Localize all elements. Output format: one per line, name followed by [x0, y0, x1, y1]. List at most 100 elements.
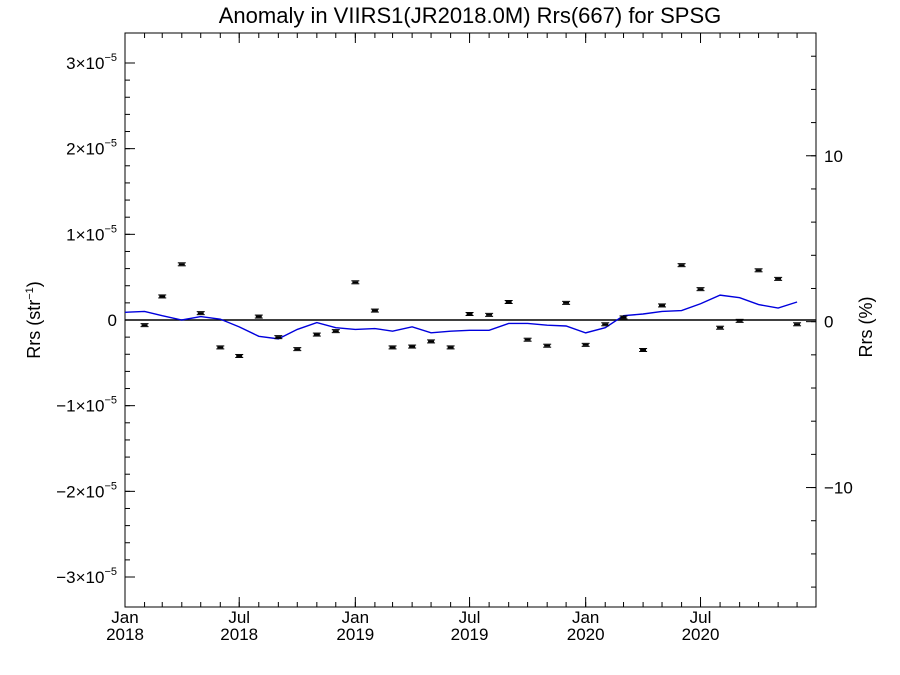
point-marker — [697, 288, 704, 291]
data-point — [331, 329, 340, 334]
y-tick-label: 3×10−5 — [66, 52, 117, 73]
data-point — [581, 342, 590, 347]
point-marker — [313, 333, 320, 336]
data-point — [274, 335, 283, 340]
point-marker — [582, 343, 589, 346]
data-point — [793, 322, 802, 327]
data-point — [312, 332, 321, 337]
point-marker — [428, 340, 435, 343]
y2-axis-ticks: 10 0 −10 — [806, 55, 853, 588]
x-tick-year: 2019 — [451, 625, 489, 644]
point-marker — [794, 323, 801, 326]
point-marker — [255, 315, 262, 318]
data-point — [485, 312, 494, 317]
data-point — [677, 263, 686, 268]
point-marker — [640, 348, 647, 351]
point-marker — [275, 336, 282, 339]
point-marker — [486, 313, 493, 316]
point-marker — [352, 281, 359, 284]
chart-title: Anomaly in VIIRS1(JR2018.0M) Rrs(667) fo… — [219, 3, 722, 28]
point-marker — [736, 319, 743, 322]
data-point — [196, 311, 205, 316]
x-tick-month: Jul — [459, 608, 481, 627]
point-marker — [505, 301, 512, 304]
data-point — [465, 312, 474, 317]
data-point — [658, 303, 667, 308]
y-tick-label: −2×10−5 — [56, 480, 117, 501]
data-point — [351, 280, 360, 285]
data-point — [370, 308, 379, 313]
data-point — [293, 347, 302, 352]
point-marker — [447, 346, 454, 349]
point-marker — [563, 301, 570, 304]
data-point — [254, 314, 263, 319]
data-point — [619, 315, 628, 320]
data-point — [446, 345, 455, 350]
data-point — [388, 345, 397, 350]
y-tick-label: 0 — [108, 311, 117, 330]
x-tick-year: 2020 — [682, 625, 720, 644]
point-marker — [620, 316, 627, 319]
y-tick-label: −1×10−5 — [56, 395, 117, 416]
data-point — [216, 345, 225, 350]
point-marker — [294, 348, 301, 351]
data-point — [523, 337, 532, 342]
point-marker — [524, 338, 531, 341]
data-point — [735, 318, 744, 323]
y-tick-label: −3×10−5 — [56, 566, 117, 587]
point-marker — [775, 277, 782, 280]
x-tick-month: Jan — [111, 608, 138, 627]
point-marker — [544, 344, 551, 347]
x-tick-year: 2018 — [106, 625, 144, 644]
y-tick-label: 1×10−5 — [66, 223, 117, 244]
data-point — [562, 300, 571, 305]
point-marker — [217, 346, 224, 349]
data-point — [639, 347, 648, 352]
data-point — [140, 323, 149, 328]
x-tick-month: Jan — [342, 608, 369, 627]
y2-tick-label: 0 — [824, 313, 833, 332]
data-point — [696, 287, 705, 292]
x-tick-year: 2020 — [567, 625, 605, 644]
point-marker — [659, 304, 666, 307]
data-point — [601, 322, 610, 327]
point-marker — [159, 295, 166, 298]
x-axis-minor-ticks — [124, 33, 798, 607]
data-point — [177, 262, 186, 267]
data-point — [158, 294, 167, 299]
x-tick-month: Jan — [572, 608, 599, 627]
data-point — [754, 268, 763, 273]
y2-tick-label: −10 — [824, 479, 853, 498]
x-tick-year: 2018 — [220, 625, 258, 644]
point-marker — [141, 324, 148, 327]
point-marker — [197, 312, 204, 315]
data-point — [504, 300, 513, 305]
data-points — [140, 262, 802, 358]
data-point — [408, 344, 417, 349]
data-point — [716, 325, 725, 330]
point-marker — [178, 263, 185, 266]
x-tick-month: Jul — [690, 608, 712, 627]
point-marker — [409, 345, 416, 348]
y-tick-label: 2×10−5 — [66, 138, 117, 159]
x-axis-ticks: Jan2018Jul2018Jan2019Jul2019Jan2020Jul20… — [106, 33, 719, 644]
data-point — [543, 343, 552, 348]
y2-tick-label: 10 — [824, 147, 843, 166]
series-line — [124, 294, 798, 340]
point-marker — [466, 313, 473, 316]
y-axis-label: Rrs (str−1) — [24, 281, 44, 359]
point-marker — [717, 326, 724, 329]
point-marker — [389, 346, 396, 349]
point-marker — [602, 323, 609, 326]
point-marker — [371, 309, 378, 312]
point-marker — [236, 354, 243, 357]
data-point — [427, 339, 436, 344]
point-marker — [678, 264, 685, 267]
data-point — [774, 276, 783, 281]
data-point — [235, 353, 244, 358]
x-tick-year: 2019 — [336, 625, 374, 644]
point-marker — [755, 269, 762, 272]
x-tick-month: Jul — [228, 608, 250, 627]
y-axis-ticks: 3×10−5 2×10−5 1×10−5 0 −1×10−5 −2×10−5 −3×10−5 — [56, 52, 135, 587]
